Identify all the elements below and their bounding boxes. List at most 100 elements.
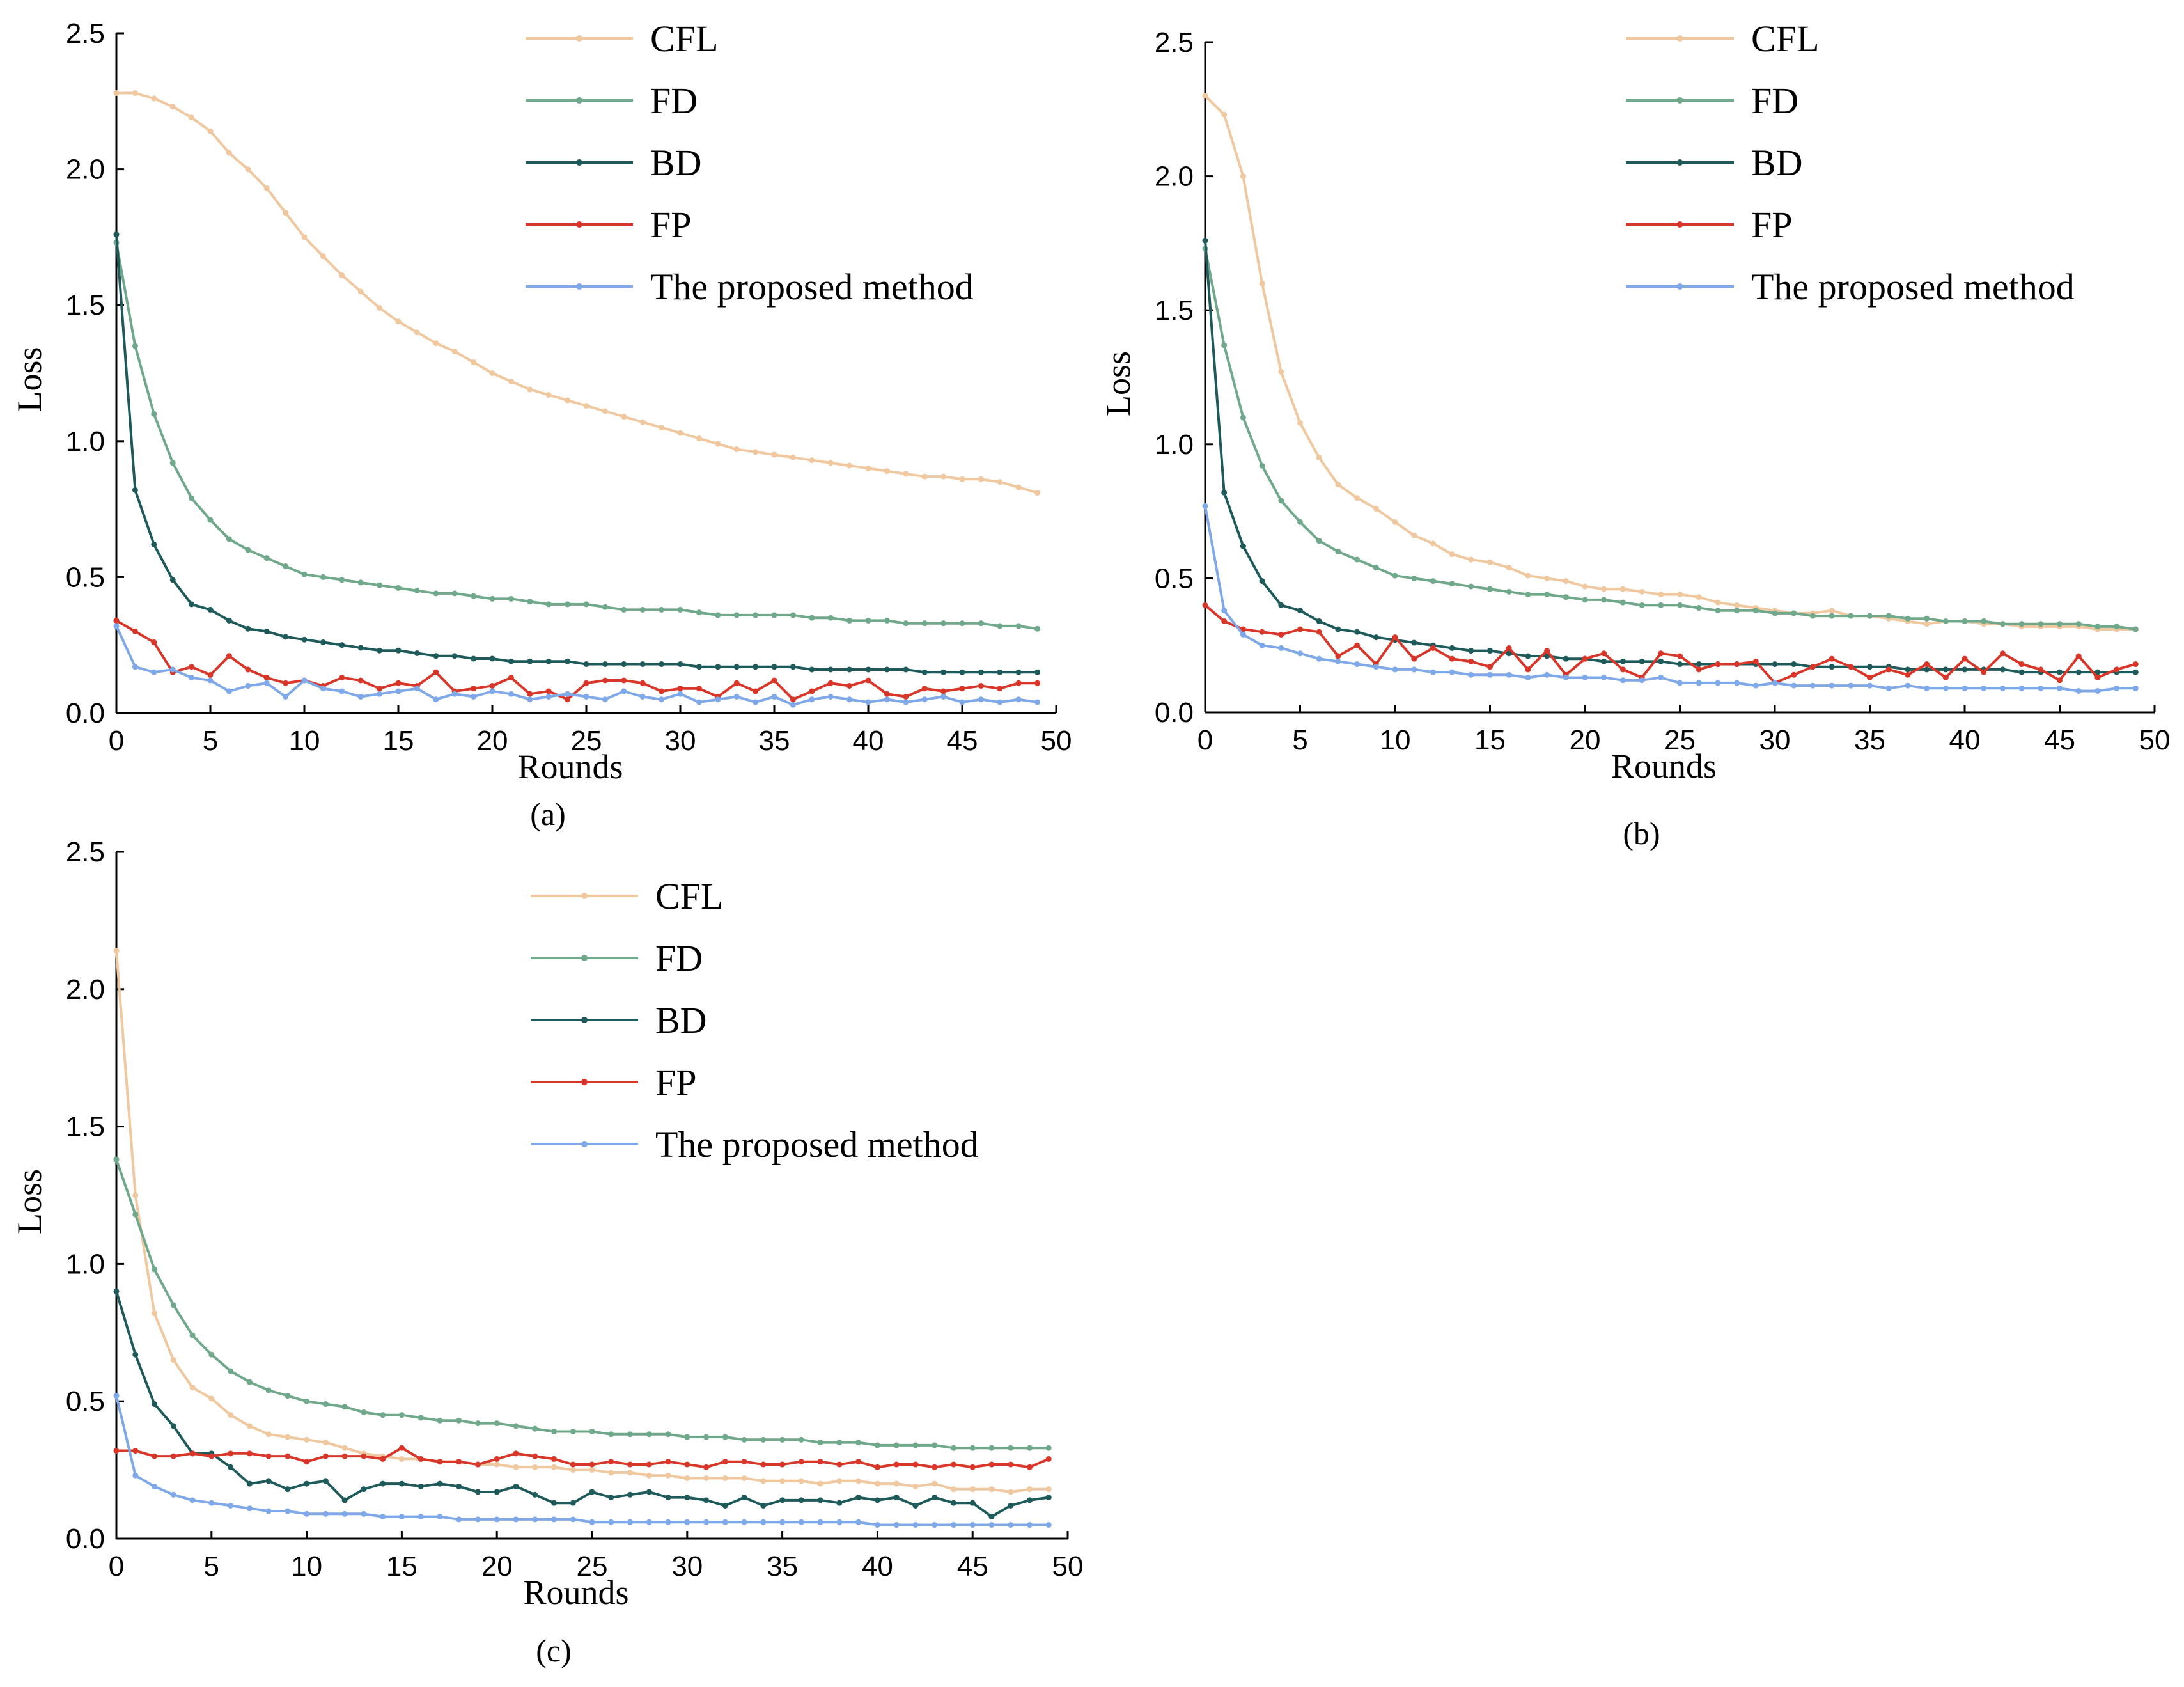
data-point [1942,685,1949,691]
data-point [798,1497,804,1503]
series-line [1204,604,2136,684]
x-tick-label: 5 [203,725,218,757]
data-point [2094,687,2101,694]
data-point [1981,618,1987,624]
data-point [760,1519,767,1525]
data-point [921,620,928,627]
data-point [322,1440,329,1446]
data-point [798,1459,804,1465]
data-point [508,658,514,664]
data-point [809,615,815,621]
data-point [855,1495,862,1501]
legend-marker [576,97,582,104]
data-point [527,696,533,703]
data-point [170,1302,176,1308]
data-point [1809,682,1816,689]
data-point [170,1423,176,1429]
data-point [532,1464,538,1470]
data-point [2018,621,2025,627]
data-point [809,457,815,464]
data-point [665,1431,671,1438]
data-point [380,1412,386,1418]
data-point [471,593,477,599]
data-point [1468,671,1474,678]
data-point [1752,658,1759,664]
data-point [1316,618,1322,624]
data-point [884,691,890,697]
data-point [151,541,157,547]
data-point [265,1453,272,1459]
data-point [395,680,402,686]
data-point [208,1395,215,1402]
data-point [665,1495,671,1501]
data-point [1829,664,1835,670]
data-point [377,686,383,692]
y-tick-label: 0.0 [66,698,105,729]
data-point [1259,280,1265,286]
data-point [1981,685,1987,691]
data-point [865,666,871,673]
data-point [474,1516,481,1523]
data-point [532,1491,538,1498]
data-point [602,696,608,703]
data-point [733,612,740,618]
data-point [1582,583,1588,590]
data-point [322,1401,329,1407]
data-point [2075,669,2082,675]
data-point [921,686,928,692]
data-point [940,688,947,694]
data-point [361,1486,367,1493]
data-point [1411,666,1417,673]
data-point [471,686,477,692]
x-tick-label: 45 [957,1551,988,1582]
data-point [959,669,965,675]
data-point [395,585,402,591]
data-point [779,1497,786,1503]
data-point [1506,645,1512,651]
data-point [827,460,834,466]
data-point [152,1483,158,1489]
data-point [245,666,251,673]
data-point [132,628,138,634]
data-point [846,617,853,624]
data-point [932,1522,938,1528]
data-point [1544,592,1550,598]
data-point [665,1472,671,1479]
data-point [208,1453,215,1459]
data-point [494,1489,500,1495]
data-point [151,411,157,417]
data-point [456,1459,462,1465]
data-point [570,1461,576,1468]
x-tick-label: 50 [1041,725,1072,757]
data-point [2057,621,2063,627]
data-point [433,590,439,597]
data-point [1924,661,1930,668]
data-point [377,647,383,654]
data-point [113,231,120,238]
data-point [2132,626,2139,632]
data-point [170,1453,176,1459]
data-point [1999,650,2006,657]
x-tick-label: 50 [2139,725,2171,756]
data-point [809,696,815,703]
x-axis-title: Rounds [517,748,623,786]
data-point [978,696,984,703]
data-point [903,693,909,700]
legend-label: CFL [1751,18,1819,59]
data-point [884,666,890,673]
data-point [827,680,834,686]
data-point [1221,111,1228,118]
data-point [771,612,777,618]
data-point [1449,581,1455,587]
data-point [1487,559,1493,565]
data-point [1696,605,1702,611]
data-point [2094,675,2101,681]
x-tick-label: 20 [477,725,508,757]
series-fd [1202,246,2139,632]
data-point [1525,592,1531,598]
data-point [893,1461,900,1468]
data-point [602,408,608,414]
data-point [1658,675,1664,681]
data-point [621,688,627,694]
data-point [1278,602,1284,608]
